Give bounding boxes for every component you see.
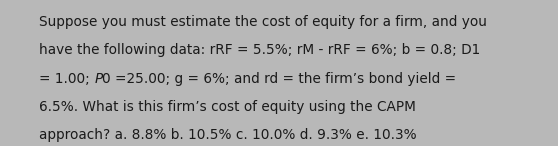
Text: approach? a. 8.8% b. 10.5% c. 10.0% d. 9.3% e. 10.3%: approach? a. 8.8% b. 10.5% c. 10.0% d. 9… [39, 128, 417, 142]
Text: P: P [94, 72, 103, 86]
Text: Suppose you must estimate the cost of equity for a firm, and you: Suppose you must estimate the cost of eq… [39, 15, 487, 29]
Text: have the following data: rRF = 5.5%; rM - rRF = 6%; b = 0.8; D1: have the following data: rRF = 5.5%; rM … [39, 43, 480, 57]
Text: = 1.00;: = 1.00; [39, 72, 94, 86]
Text: 6.5%. What is this firm’s cost of equity using the CAPM: 6.5%. What is this firm’s cost of equity… [39, 100, 416, 114]
Text: 0 =25.00; g = 6%; and rd = the firm’s bond yield =: 0 =25.00; g = 6%; and rd = the firm’s bo… [103, 72, 456, 86]
